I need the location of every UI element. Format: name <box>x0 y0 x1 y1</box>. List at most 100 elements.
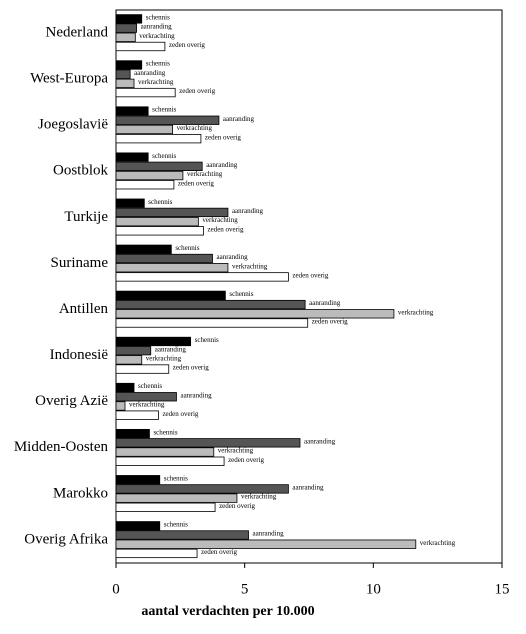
category-label: Midden-Oosten <box>14 439 109 455</box>
bar <box>115 484 289 494</box>
bar-label: verkrachting <box>202 216 238 224</box>
bar <box>115 32 136 42</box>
bar <box>115 438 301 448</box>
bar-label: zeden overig <box>178 179 214 187</box>
bar-label: aanranding <box>223 115 255 123</box>
bar <box>115 263 229 273</box>
bar-label: zeden overig <box>207 225 243 233</box>
bar-label: aanranding <box>217 253 249 261</box>
bar <box>115 382 135 393</box>
bar-label: schennis <box>229 290 253 298</box>
bar <box>115 198 145 208</box>
bar <box>115 309 395 319</box>
bar-label: verkrachting <box>398 308 434 316</box>
bar <box>115 392 177 402</box>
bar-label: aanranding <box>134 69 166 77</box>
bar <box>115 78 135 89</box>
bar-label: zeden overig <box>228 456 264 464</box>
bar <box>115 14 143 24</box>
bar-label: zeden overig <box>205 133 241 141</box>
bar-label: zeden overig <box>173 364 209 372</box>
bar-label: aanranding <box>309 299 341 307</box>
x-tick-label: 0 <box>112 581 120 597</box>
bar-label: schennis <box>148 198 172 206</box>
bar <box>115 548 198 559</box>
category-label: Overig Afrika <box>24 531 108 547</box>
bar <box>115 401 126 411</box>
bar <box>115 530 249 540</box>
category-label: Joegoslavië <box>38 117 108 133</box>
bar-label: aanranding <box>253 530 285 538</box>
bar-label: verkrachting <box>139 32 175 40</box>
bar-label: schennis <box>152 152 176 160</box>
bar <box>115 521 161 531</box>
category-label: Overig Azië <box>35 393 108 409</box>
bar-label: schennis <box>152 106 176 114</box>
x-tick-label: 10 <box>366 581 381 597</box>
category-label: Antillen <box>59 301 109 317</box>
bar-label: verkrachting <box>177 124 213 132</box>
bar-label: schennis <box>175 244 199 252</box>
bar <box>115 180 175 190</box>
bar-label: verkrachting <box>146 354 182 362</box>
bar-label: zeden overig <box>169 41 205 49</box>
bar-label: verkrachting <box>187 170 223 178</box>
bar <box>115 299 306 310</box>
bar <box>115 253 213 264</box>
bar-label: schennis <box>138 382 162 390</box>
bar-label: schennis <box>146 14 170 22</box>
bar-label: schennis <box>153 428 177 436</box>
category-label: Indonesië <box>50 347 109 363</box>
bar <box>115 428 150 439</box>
bar-label: schennis <box>164 520 188 528</box>
bar-label: zeden overig <box>219 502 255 510</box>
bar-label: verkrachting <box>232 262 268 270</box>
bar <box>115 152 149 162</box>
bar <box>115 346 152 356</box>
bar <box>115 69 131 79</box>
category-label: Suriname <box>51 255 109 271</box>
category-label: Turkije <box>64 209 108 225</box>
bar <box>115 475 161 485</box>
bar <box>115 87 176 98</box>
bar-label: schennis <box>146 60 170 68</box>
bar <box>115 272 289 282</box>
bar-label: schennis <box>195 336 219 344</box>
bar-label: aanranding <box>292 484 324 492</box>
bar <box>115 290 226 301</box>
category-label: Nederland <box>46 24 109 40</box>
bar-label: schennis <box>164 474 188 482</box>
bar <box>115 207 229 218</box>
bar <box>115 364 170 374</box>
bar <box>115 447 215 457</box>
bar <box>115 244 172 254</box>
bar-label: aanranding <box>141 23 173 31</box>
bar <box>115 456 225 466</box>
bar-label: verkrachting <box>129 401 165 409</box>
bar-label: zeden overig <box>162 410 198 418</box>
bar <box>115 23 137 33</box>
bar <box>115 318 309 328</box>
bar <box>115 60 143 70</box>
bar <box>115 410 159 420</box>
bar <box>115 539 417 549</box>
bar <box>115 216 199 227</box>
bar-label: zeden overig <box>292 272 328 280</box>
x-axis-title: aantal verdachten per 10.000 <box>141 604 314 619</box>
bar-label: verkrachting <box>420 539 456 547</box>
bar-label: aanranding <box>304 437 336 445</box>
bar <box>115 106 149 116</box>
bar-label: zeden overig <box>201 548 237 556</box>
bar <box>115 124 174 135</box>
bar <box>115 355 143 365</box>
bar-label: verkrachting <box>138 78 174 86</box>
bar <box>115 115 220 125</box>
bar <box>115 226 204 236</box>
bar-label: aanranding <box>180 391 212 399</box>
bar-label: zeden overig <box>312 318 348 326</box>
bar <box>115 336 192 347</box>
plot-frame <box>115 9 503 564</box>
bar-label: aanranding <box>155 345 187 353</box>
x-tick-label: 5 <box>241 581 249 597</box>
bar-label: verkrachting <box>241 493 277 501</box>
